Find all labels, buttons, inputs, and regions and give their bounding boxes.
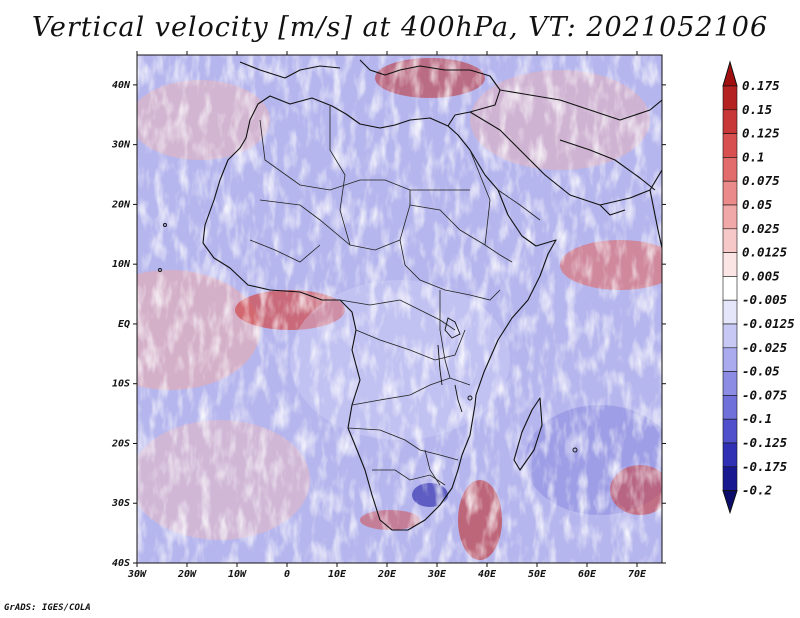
- lat-tick-label: EQ: [118, 319, 130, 330]
- colorbar-label: 0.125: [742, 126, 780, 141]
- lon-tick-label: 20W: [177, 569, 197, 580]
- colorbar-label: -0.1: [742, 411, 772, 426]
- lat-tick-label: 40N: [112, 80, 131, 91]
- colorbar-segment: [722, 276, 738, 301]
- colorbar-label: 0.05: [742, 197, 773, 212]
- colorbar: 0.175 0.15 0.125 0.1 0.075 0.05 0.025 0.0125 0.0…: [722, 60, 795, 515]
- lon-tick-label: 20E: [377, 569, 397, 580]
- colorbar-label: 0.005: [742, 268, 780, 283]
- plot-title: Vertical velocity [m/s] at 400hPa, VT: 2…: [31, 12, 769, 43]
- colorbar-label: -0.025: [742, 340, 788, 355]
- colorbar-min-arrow: [722, 490, 738, 515]
- colorbar-label: 0.175: [742, 78, 780, 93]
- colorbar-segment: [722, 133, 738, 158]
- vertical-velocity-field: [137, 55, 662, 563]
- colorbar-segment: [722, 371, 738, 396]
- colorbar-label: 0.1: [742, 149, 765, 164]
- colorbar-segment: [722, 442, 738, 468]
- colorbar-label: -0.0125: [742, 316, 795, 331]
- lat-tick-label: 30S: [111, 498, 130, 509]
- colorbar-label: 0.15: [742, 102, 773, 117]
- lon-tick-label: 30W: [127, 569, 147, 580]
- grads-credit: GrADS: IGES/COLA: [4, 603, 91, 613]
- colorbar-max-arrow: [722, 60, 738, 87]
- colorbar-segment: [722, 466, 738, 491]
- lon-tick-label: 10W: [228, 569, 247, 580]
- colorbar-label: 0.025: [742, 221, 780, 236]
- longitude-axis: 30W 20W 10W 0 10E 20E 30E 40E 50E 60E 70E: [127, 51, 647, 580]
- country-borders: [249, 106, 541, 486]
- lat-tick-label: 20S: [111, 438, 130, 449]
- colorbar-label: -0.075: [742, 387, 788, 402]
- colorbar-label: -0.175: [742, 459, 788, 474]
- colorbar-label: -0.05: [742, 364, 780, 379]
- lon-tick-label: 10E: [328, 569, 347, 580]
- colorbar-segment: [722, 395, 738, 420]
- colorbar-segment: [722, 252, 738, 277]
- lon-tick-label: 60E: [578, 569, 597, 580]
- colorbar-segment: [722, 228, 738, 253]
- colorbar-segment: [722, 109, 738, 134]
- colorbar-label: 0.0125: [742, 245, 788, 260]
- lakes: [158, 223, 578, 453]
- lon-tick-label: 40E: [478, 569, 497, 580]
- map-frame: [136, 54, 663, 564]
- lat-tick-label: 40S: [112, 558, 130, 569]
- colorbar-segment: [722, 204, 738, 230]
- colorbar-segment: [722, 347, 738, 372]
- latitude-axis: 40N 30N 20N 10N EQ 10S 20S 30S 40S: [111, 80, 666, 569]
- colorbar-label: 0.075: [742, 173, 780, 188]
- lat-tick-label: 30N: [111, 140, 131, 151]
- lon-tick-label: 30E: [427, 569, 447, 580]
- lon-tick-label: 70E: [628, 569, 647, 580]
- colorbar-segment: [722, 299, 738, 325]
- colorbar-label: -0.2: [742, 483, 772, 498]
- colorbar-label: -0.125: [742, 435, 788, 450]
- lon-tick-label: 50E: [528, 569, 547, 580]
- colorbar-label: -0.005: [742, 292, 788, 307]
- lat-tick-label: 10S: [112, 379, 130, 390]
- colorbar-segment: [722, 157, 738, 182]
- lat-tick-label: 10N: [112, 259, 131, 270]
- coastline-africa: [202, 59, 662, 531]
- colorbar-segment: [722, 418, 738, 444]
- lat-tick-label: 20N: [111, 199, 131, 210]
- lon-tick-label: 0: [284, 569, 290, 580]
- colorbar-segment: [722, 180, 738, 206]
- colorbar-segment: [722, 85, 738, 111]
- colorbar-segment: [722, 323, 738, 349]
